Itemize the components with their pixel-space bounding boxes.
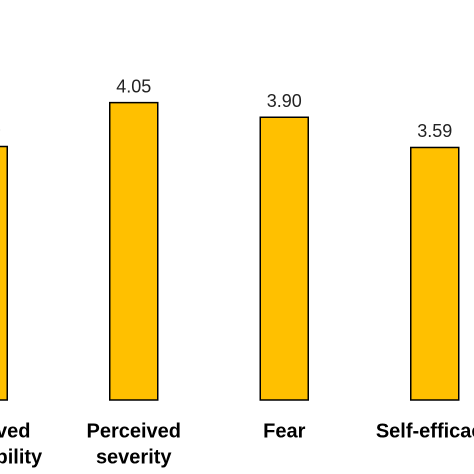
x-tick-label: Fear [263,420,305,442]
bar [109,101,159,401]
bar [0,145,8,401]
bar [259,116,309,401]
x-tick-label: Perceived [0,420,31,442]
value-label: 3.60 [0,120,1,140]
x-tick-label: Perceived [86,420,181,442]
value-label: 3.59 [417,121,452,141]
x-tick-label: severity [96,446,172,468]
bar [410,146,460,401]
x-tick-label: vulnerability [0,446,43,468]
x-tick-label: Self-efficacy [376,420,474,442]
value-label: 4.05 [116,76,151,96]
value-label: 3.90 [267,91,302,111]
